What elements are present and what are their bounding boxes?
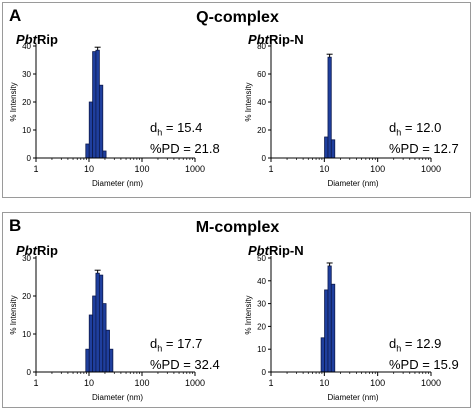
y-tick-label: 20 — [22, 98, 31, 107]
x-tick-label: 10 — [84, 378, 94, 388]
chart-title-rest: Rip-N — [268, 32, 304, 47]
y-tick-label: 0 — [262, 368, 267, 377]
x-tick-label: 1000 — [185, 164, 205, 174]
x-tick-label: 1000 — [185, 378, 205, 388]
y-tick-label: 20 — [257, 322, 266, 331]
chart-title-rest: Rip-N — [268, 243, 304, 258]
x-axis-label: Diameter (nm) — [92, 179, 143, 188]
x-tick-label: 1 — [33, 378, 38, 388]
dh-annotation: dh = 15.4 %PD = 21.8 — [150, 120, 220, 156]
y-axis-label: % Intensity — [9, 295, 18, 334]
y-tick-label: 60 — [257, 70, 266, 79]
y-tick-label: 40 — [257, 98, 266, 107]
histogram-bar — [88, 314, 94, 373]
chart-title-rest: Rip — [36, 32, 58, 47]
y-tick-label: 0 — [262, 154, 267, 163]
x-axis-label: Diameter (nm) — [92, 393, 143, 402]
panel-a: A Q-complex — [2, 2, 471, 198]
x-tick-label: 10 — [319, 378, 329, 388]
panel-title: M-complex — [195, 219, 280, 236]
dh-annotation: dh = 12.0 %PD = 12.7 — [389, 120, 459, 156]
x-tick-label: 100 — [134, 378, 149, 388]
x-tick-label: 1000 — [421, 164, 441, 174]
chart-title: PbtRip — [16, 243, 58, 259]
histogram-bar — [324, 289, 329, 373]
chart-title-rest: Rip — [36, 243, 58, 258]
histogram-bar — [98, 274, 104, 373]
x-tick-label: 1000 — [421, 378, 441, 388]
histogram-bar — [85, 348, 90, 373]
chart-title: PbtRip-N — [248, 243, 304, 259]
chart-title-italic: Pbt — [248, 243, 269, 258]
pd-annotation: %PD = 21.8 — [150, 140, 220, 156]
chart-title: PbtRip — [16, 32, 58, 48]
x-tick-label: 100 — [370, 378, 385, 388]
x-tick-label: 100 — [370, 164, 385, 174]
panel-b: B M-complex — [2, 212, 471, 408]
y-tick-label: 0 — [27, 368, 32, 377]
y-tick-label: 30 — [22, 70, 31, 79]
panel-title: Q-complex — [196, 9, 279, 26]
chart-title-italic: Pbt — [16, 32, 37, 47]
y-tick-label: 20 — [257, 126, 266, 135]
y-tick-label: 50 — [257, 254, 266, 263]
pd-annotation: %PD = 32.4 — [150, 356, 220, 372]
x-tick-label: 1 — [33, 164, 38, 174]
x-axis-label: Diameter (nm) — [327, 179, 378, 188]
x-tick-label: 1 — [268, 164, 273, 174]
x-axis-label: Diameter (nm) — [327, 393, 378, 402]
histogram-bar — [98, 84, 104, 159]
pd-annotation: %PD = 15.9 — [389, 356, 459, 372]
dh-annotation: dh = 17.7 %PD = 32.4 — [150, 336, 220, 372]
y-axis-label: % Intensity — [244, 295, 253, 334]
x-tick-label: 1 — [268, 378, 273, 388]
histogram-bar — [102, 303, 107, 373]
chart-title: PbtRip-N — [248, 32, 304, 48]
y-tick-label: 20 — [22, 292, 31, 301]
histogram-bar — [330, 283, 336, 373]
histogram-bar — [88, 101, 94, 159]
y-tick-label: 30 — [257, 300, 266, 309]
y-tick-label: 30 — [22, 254, 31, 263]
y-tick-label: 10 — [22, 126, 31, 135]
y-tick-label: 40 — [22, 42, 31, 51]
histogram-bar — [109, 348, 114, 373]
y-tick-label: 80 — [257, 42, 266, 51]
y-tick-label: 40 — [257, 277, 266, 286]
y-axis-label: % Intensity — [9, 82, 18, 121]
y-axis-label: % Intensity — [244, 82, 253, 121]
pd-annotation: %PD = 12.7 — [389, 140, 459, 156]
histogram-bar — [92, 295, 97, 373]
histogram-bar — [92, 51, 97, 159]
dh-annotation: dh = 12.9 %PD = 15.9 — [389, 336, 459, 372]
histogram-bar — [327, 56, 332, 159]
histogram-bar — [105, 329, 110, 373]
x-tick-label: 10 — [319, 164, 329, 174]
chart-title-italic: Pbt — [248, 32, 269, 47]
histogram-bar — [95, 49, 100, 159]
histogram-bar — [320, 337, 325, 373]
panel-label: B — [9, 216, 22, 235]
x-tick-label: 100 — [134, 164, 149, 174]
histogram-bar — [330, 139, 336, 159]
histogram-bar — [85, 143, 90, 159]
histogram-bar — [324, 136, 329, 159]
y-tick-label: 0 — [27, 154, 32, 163]
histogram-bar — [102, 150, 107, 159]
histogram-bar — [327, 265, 332, 373]
chart-title-italic: Pbt — [16, 243, 37, 258]
y-tick-label: 10 — [257, 345, 266, 354]
histogram-bar — [95, 272, 100, 373]
x-tick-label: 10 — [84, 164, 94, 174]
y-tick-label: 10 — [22, 330, 31, 339]
panel-label: A — [9, 6, 22, 25]
